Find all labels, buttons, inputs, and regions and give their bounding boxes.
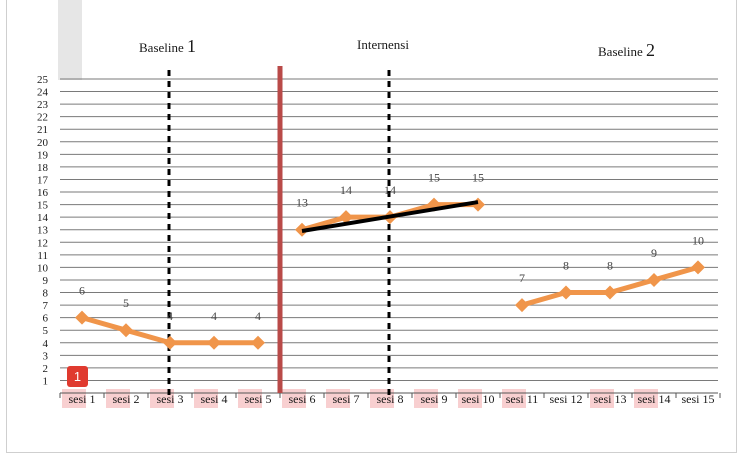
data-point bbox=[603, 285, 617, 300]
x-tick-label: sesi 3 bbox=[157, 392, 184, 406]
data-label: 8 bbox=[563, 259, 569, 273]
y-tick-label: 3 bbox=[43, 350, 49, 362]
category-highlight bbox=[194, 389, 218, 408]
phase-label-baseline-1: Baseline 1 bbox=[139, 36, 196, 56]
data-point bbox=[647, 272, 661, 287]
y-tick-label: 23 bbox=[37, 99, 49, 111]
x-tick-label: sesi 8 bbox=[377, 392, 404, 406]
category-highlight bbox=[590, 389, 614, 408]
corner-shade bbox=[58, 0, 82, 80]
data-point bbox=[119, 323, 133, 338]
y-tick-label: 11 bbox=[37, 250, 48, 262]
y-tick-label: 5 bbox=[43, 325, 49, 337]
x-tick-label: sesi 11 bbox=[506, 392, 539, 406]
y-tick-label: 8 bbox=[43, 288, 49, 300]
x-tick-label: sesi 5 bbox=[245, 392, 272, 406]
y-tick-label: 20 bbox=[37, 137, 49, 149]
y-tick-label: 15 bbox=[37, 200, 49, 212]
trend-line bbox=[301, 200, 479, 233]
data-point bbox=[559, 285, 573, 300]
x-tick-label: sesi 1 bbox=[69, 392, 96, 406]
category-highlight bbox=[282, 389, 306, 408]
phase-label-intervensi: Internensi bbox=[357, 37, 409, 52]
data-label: 15 bbox=[428, 171, 440, 185]
y-tick-label: 25 bbox=[37, 74, 49, 86]
y-tick-label: 12 bbox=[37, 237, 48, 249]
category-highlight bbox=[62, 389, 86, 408]
data-label: 10 bbox=[692, 233, 704, 247]
x-tick-label: sesi 14 bbox=[638, 392, 671, 406]
category-highlight bbox=[106, 389, 130, 408]
phase-label-baseline-2: Baseline 2 bbox=[598, 40, 655, 60]
y-tick-label: 24 bbox=[37, 87, 49, 99]
category-highlight bbox=[414, 389, 438, 408]
x-tick-label: sesi 2 bbox=[113, 392, 140, 406]
category-highlight bbox=[326, 389, 350, 408]
data-point bbox=[515, 298, 529, 313]
y-tick-label: 21 bbox=[37, 124, 48, 136]
x-tick-label: sesi 4 bbox=[201, 392, 228, 406]
y-tick-label: 14 bbox=[37, 212, 49, 224]
data-label: 15 bbox=[472, 171, 484, 185]
y-tick-label: 7 bbox=[43, 300, 49, 312]
x-tick-label: sesi 12 bbox=[550, 392, 583, 406]
y-tick-label: 19 bbox=[37, 149, 49, 161]
y-tick-label: 6 bbox=[43, 313, 49, 325]
y-tick-label: 18 bbox=[37, 162, 49, 174]
data-label: 4 bbox=[255, 309, 261, 323]
y-tick-label: 17 bbox=[37, 174, 49, 186]
y-tick-label: 4 bbox=[43, 338, 49, 350]
x-tick-label: sesi 10 bbox=[462, 392, 495, 406]
category-highlight bbox=[458, 389, 482, 408]
y-tick-label: 10 bbox=[37, 262, 49, 274]
data-point bbox=[691, 260, 705, 275]
data-label: 14 bbox=[340, 183, 352, 197]
x-tick-label: sesi 6 bbox=[289, 392, 316, 406]
y-tick-label: 22 bbox=[37, 112, 48, 124]
data-label: 13 bbox=[296, 196, 308, 210]
y-tick-label: 13 bbox=[37, 225, 49, 237]
x-tick-label: sesi 15 bbox=[682, 392, 715, 406]
data-point bbox=[339, 210, 353, 225]
x-tick-label: sesi 9 bbox=[421, 392, 448, 406]
data-label: 14 bbox=[384, 183, 396, 197]
data-point bbox=[251, 335, 265, 350]
chart-frame bbox=[6, 0, 737, 453]
x-tick-label: sesi 7 bbox=[333, 392, 360, 406]
data-label: 9 bbox=[651, 246, 657, 260]
data-label: 8 bbox=[607, 259, 613, 273]
data-label: 4 bbox=[167, 309, 173, 323]
data-label: 5 bbox=[123, 296, 129, 310]
category-highlight bbox=[502, 389, 526, 408]
data-label: 4 bbox=[211, 309, 217, 323]
y-tick-label: 1 bbox=[43, 375, 49, 387]
category-highlight bbox=[238, 389, 262, 408]
data-point bbox=[163, 335, 177, 350]
x-tick-label: sesi 13 bbox=[594, 392, 627, 406]
y-tick-label: 9 bbox=[43, 275, 49, 287]
data-label: 6 bbox=[79, 284, 85, 298]
y-tick-label: 2 bbox=[43, 363, 49, 375]
y-tick-label: 16 bbox=[37, 187, 49, 199]
annotation-badge: 1 bbox=[67, 366, 88, 387]
data-label: 7 bbox=[519, 271, 525, 285]
data-point bbox=[207, 335, 221, 350]
category-highlight bbox=[634, 389, 658, 408]
data-point bbox=[75, 310, 89, 325]
